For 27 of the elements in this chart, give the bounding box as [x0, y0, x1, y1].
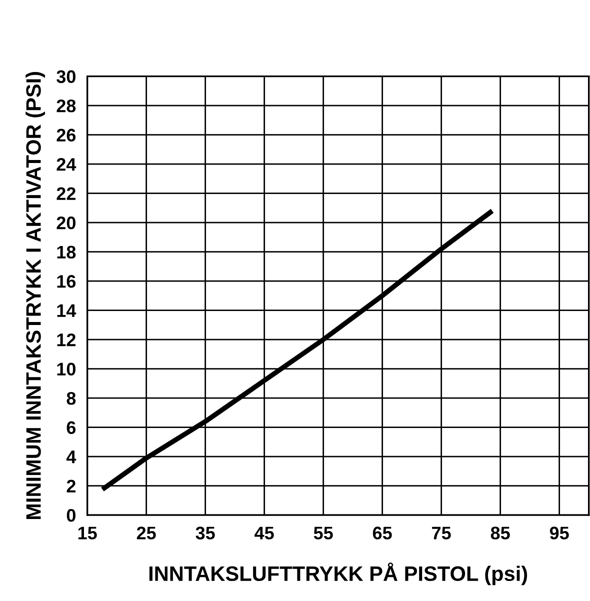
y-tick-label: 8 — [66, 392, 76, 405]
y-tick-label: 18 — [57, 246, 76, 259]
y-tick-label: 20 — [56, 216, 76, 230]
y-tick-label: 14 — [57, 304, 76, 317]
x-axis-title: INNTAKSLUFTTRYKK PÅ PISTOL (psi) — [149, 562, 528, 586]
y-tick-label: 6 — [66, 421, 76, 434]
x-tick-label: 85 — [490, 526, 510, 540]
y-tick-label: 10 — [57, 362, 76, 376]
x-tick-label: 55 — [314, 526, 333, 540]
x-tick-label: 65 — [372, 526, 392, 540]
x-tick-label: 15 — [78, 526, 97, 540]
x-tick-label: 75 — [432, 526, 451, 540]
x-tick-label: 35 — [196, 526, 215, 540]
y-tick-label: 0 — [66, 508, 76, 522]
y-tick-label: 28 — [56, 100, 76, 112]
y-tick-label: 30 — [56, 70, 76, 84]
y-tick-label: 12 — [57, 334, 76, 346]
y-tick-label: 22 — [56, 187, 76, 200]
y-tick-label: 24 — [56, 158, 76, 171]
y-tick-label: 16 — [57, 275, 76, 288]
x-tick-label: 45 — [254, 526, 274, 540]
y-tick-label: 2 — [66, 480, 76, 492]
y-tick-label: 26 — [56, 128, 76, 142]
x-tick-label: 95 — [550, 526, 569, 540]
x-tick-label: 25 — [136, 526, 156, 540]
y-tick-label: 4 — [66, 450, 76, 464]
y-axis-title: MINIMUM INNTAKSTRYKK I AKTIVATOR (PSI) — [26, 72, 46, 520]
